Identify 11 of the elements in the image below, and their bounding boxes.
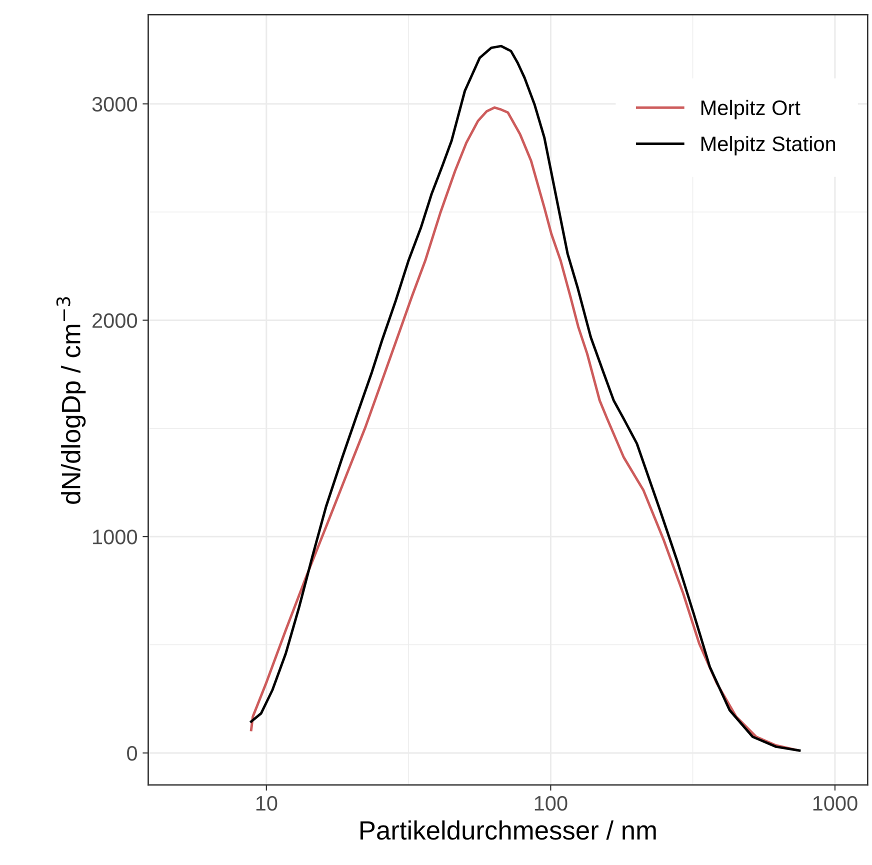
y-axis-title: dN/dlogDp / cm$^{−3}$ [56,297,86,504]
y-tick-label: 1000 [93,530,138,544]
x-tick-label: 10 [256,796,278,811]
legend-label: Melpitz Station [701,136,836,156]
legend-label: Melpitz Ort [701,100,800,120]
y-tick-label: 2000 [92,313,138,328]
y-tick-label: 0 [127,746,138,761]
x-axis-title: Partikeldurchmesser / nm [360,820,656,840]
x-tick-label: 1000 [813,796,858,811]
y-tick-label: 3000 [92,96,138,112]
x-tick-label: 100 [534,796,568,811]
